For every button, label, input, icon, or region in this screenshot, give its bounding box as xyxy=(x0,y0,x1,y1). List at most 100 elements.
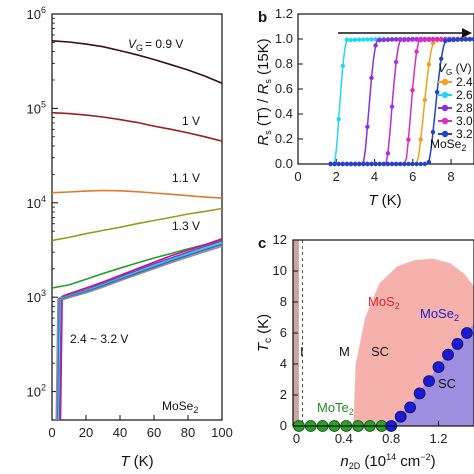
panel-c-region-i: I xyxy=(300,344,304,359)
panel-b-point-4 xyxy=(389,161,395,167)
panel-c-region-mos2: MoS2 xyxy=(368,294,400,311)
panel-c-mose2-point xyxy=(442,348,454,361)
panel-b-point-1 xyxy=(365,124,370,129)
panel-b-point-cyan xyxy=(336,117,341,122)
panel-a-y-tick-label: 105 xyxy=(27,99,46,116)
panel-b-legend-label: 2.8 xyxy=(456,101,473,115)
panel-b-point-1 xyxy=(381,37,386,43)
panel-c-points xyxy=(292,327,473,432)
panel-b-point-3 xyxy=(422,37,427,43)
panel-c-mose2-point xyxy=(451,337,464,350)
panel-b-y-tick-label: 0.2 xyxy=(275,131,293,146)
panel-b-legend-title: VG (V) xyxy=(438,61,472,77)
panel-b-point-4 xyxy=(373,161,378,167)
panel-b-point-4 xyxy=(414,161,419,167)
panel-b-x-tick-label: 8 xyxy=(447,169,454,184)
panel-b-y-tick-label: 0.6 xyxy=(275,81,293,96)
panel-b-point-3 xyxy=(410,88,415,93)
panel-a-frame xyxy=(51,13,223,421)
panel-c-mose2-point xyxy=(413,387,426,400)
panel-a-series-line-8 xyxy=(56,243,223,421)
panel-a-ticks: 0 20 40 60 80 100 102 103 104 105 106 xyxy=(27,5,233,440)
panel-a-series xyxy=(51,40,223,421)
panel-c-mose2-point xyxy=(404,401,417,414)
panel-b-point-4 xyxy=(447,37,452,43)
panel-b-x-tick-label: 6 xyxy=(409,169,416,184)
panel-b-point-4 xyxy=(385,161,391,167)
panel-b-point-2 xyxy=(385,151,391,156)
panel-b-point-4 xyxy=(434,89,440,95)
panel-c-mose2-dome xyxy=(391,323,474,426)
panel-b-point-3 xyxy=(439,37,444,42)
panel-c-mose2-point xyxy=(460,327,473,339)
panel-b-point-4 xyxy=(406,161,411,167)
panel-a-x-tick-label: 60 xyxy=(147,425,161,440)
panel-b-legend-swatch-dot xyxy=(441,78,449,86)
panel-b-letter: b xyxy=(258,9,267,26)
panel-b-point-4 xyxy=(377,161,382,167)
panel-b-point-cyan xyxy=(369,37,374,42)
panel-a-y-tick-label: 106 xyxy=(27,5,46,22)
panel-b-point-4 xyxy=(402,161,407,167)
panel-b-point-4 xyxy=(463,37,468,42)
panel-b-x-tick-label: 2 xyxy=(333,169,340,184)
panel-a-label-vg09: VG = 0.9 V xyxy=(128,37,183,53)
panel-c-mose2-point xyxy=(423,375,435,388)
panel-c-regions xyxy=(293,240,474,426)
panel-b-point-3 xyxy=(430,37,436,42)
panel-b-point-2 xyxy=(389,104,395,109)
panel-a-x-tick-label: 20 xyxy=(79,425,93,440)
panel-a-y-tick-label: 103 xyxy=(27,288,46,305)
panel-c-region-mose2: MoSe2 xyxy=(420,306,459,323)
panel-c-frame xyxy=(292,239,474,427)
panel-b-x-tick-label: 0 xyxy=(294,169,301,184)
panel-b-x-tick-label: 4 xyxy=(371,169,378,184)
panel-b-x-axis-label: T (K) xyxy=(368,192,401,209)
panel-c-region-sc1: SC xyxy=(371,344,389,359)
panel-b-ticks: 0 2 4 6 8 0.0 0.2 0.4 0.6 0.8 1.0 1.2 xyxy=(275,6,455,184)
panel-b-point-1 xyxy=(393,37,399,42)
panel-c-mose2-point xyxy=(432,361,445,374)
panel-c-region-mote2: MoTe2 xyxy=(317,400,354,417)
panel-b-point-4 xyxy=(348,161,354,167)
panel-b-legend: VG (V)2.42.62.83.03.2 xyxy=(438,61,473,141)
panel-c-mose2-point xyxy=(394,410,407,423)
panel-a-y-tick-label: 104 xyxy=(27,194,46,211)
panel-b-y-tick-label: 0.8 xyxy=(275,56,293,71)
panel-c-y-axis-label: Tc (K) xyxy=(255,314,274,352)
panel-b-point-1 xyxy=(369,75,374,81)
panel-b-legend-label: 3.2 xyxy=(456,127,473,141)
panel-a-x-axis-label: T (K) xyxy=(120,453,153,470)
panel-b-point-4 xyxy=(365,161,370,167)
panel-b-point-4 xyxy=(398,161,403,167)
panel-a-material: MoSe2 xyxy=(162,399,198,415)
panel-a-series-line-5 xyxy=(59,238,223,421)
panel-b-y-axis-label: Rs (T) / Rs (15K) xyxy=(255,38,273,145)
panel-a-vg-symbol: V xyxy=(128,37,137,51)
panel-c-x-tick-label: 1.2 xyxy=(429,431,447,446)
panel-b-point-0 xyxy=(430,40,436,46)
panel-c-x-tick-label: 0 xyxy=(293,431,300,446)
panel-b-point-cyan xyxy=(361,37,366,42)
panel-b-point-cyan xyxy=(344,37,350,42)
panel-a-series-line-1 xyxy=(51,111,223,142)
panel-c-y-tick-label: 10 xyxy=(273,263,287,278)
panel-c-region-m: M xyxy=(339,344,350,359)
panel-b-material: MoSe2 xyxy=(430,137,466,153)
panel-c-y-tick-label: 6 xyxy=(280,325,287,340)
panel-b-legend-swatch-dot xyxy=(441,104,449,112)
panel-b-point-3 xyxy=(414,49,419,54)
panel-b: b 0 2 4 6 80.00.20.40.60.81.01.2 VG (V)2.42.… xyxy=(255,6,474,209)
panel-b-point-0 xyxy=(422,97,427,103)
panel-b-point-3 xyxy=(418,38,423,43)
panel-b-point-cyan xyxy=(352,37,358,42)
panel-c-ticks: 0 0.4 0.8 1.2 0 2 4 6 8 10 12 xyxy=(273,232,448,446)
panel-b-point-4 xyxy=(451,37,456,43)
panel-b-legend-swatch-dot xyxy=(441,130,449,138)
panel-b-point-4 xyxy=(328,161,333,167)
panel-b-point-4 xyxy=(426,159,432,165)
panel-b-point-1 xyxy=(373,43,378,48)
panel-c: c 0 0.4 0.8 1.2 0 2 4 6 8 10 12 MoS2 MoSe2 MoTe2 M… xyxy=(255,232,474,471)
panel-b-point-4 xyxy=(459,37,464,42)
panel-c-y-tick-label: 4 xyxy=(280,356,287,371)
